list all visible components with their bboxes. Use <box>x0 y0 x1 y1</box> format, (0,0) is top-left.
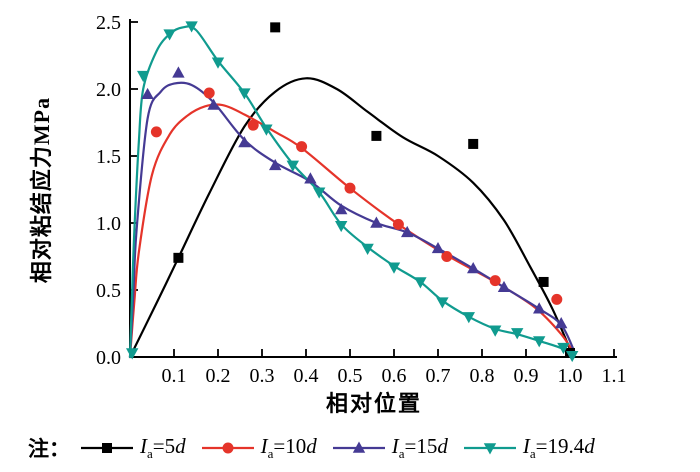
legend-item-3: Ia=15d <box>332 434 448 462</box>
triangle-down-marker <box>211 57 225 69</box>
x-tick-label: 0.7 <box>426 365 451 387</box>
circle-marker <box>296 141 308 153</box>
square-marker <box>102 443 112 453</box>
legend-label-1: Ia=5d <box>140 433 186 462</box>
square-marker <box>270 22 281 33</box>
triangle-up-marker <box>335 203 348 215</box>
legend: 注： Ia=5d Ia=10d Ia=15d Ia=19.4d <box>28 430 696 466</box>
legend-label-4: Ia=19.4d <box>522 433 595 462</box>
circle-marker <box>441 251 453 262</box>
circle-marker <box>392 218 404 230</box>
x-tick-label: 1.0 <box>558 365 583 387</box>
triangle-down-marker <box>387 262 401 274</box>
triangle-up-marker <box>533 302 546 314</box>
circle-marker <box>344 182 356 194</box>
triangle-down-marker <box>238 88 251 100</box>
triangle-up-marker <box>269 158 282 171</box>
triangle-down-marker <box>511 328 524 340</box>
triangle-down-marker <box>313 187 326 199</box>
legend-item-4: Ia=19.4d <box>463 434 595 462</box>
x-tick-label: 1.1 <box>602 365 627 387</box>
triangle-up-marker <box>207 98 220 110</box>
circle-marker <box>551 293 563 305</box>
x-tick-label: 0.6 <box>382 365 407 387</box>
triangle-down-marker <box>557 342 570 355</box>
legend-sample-square <box>81 443 133 453</box>
triangle-down-marker <box>436 297 449 309</box>
y-tick-label: 2.5 <box>96 12 121 34</box>
curve-series-2 <box>128 103 576 359</box>
circle-marker <box>203 87 215 99</box>
triangle-down-marker <box>163 29 176 41</box>
x-tick-label: 0.5 <box>338 365 363 387</box>
legend-item-1: Ia=5d <box>80 434 186 462</box>
legend-sample-circle <box>201 442 254 454</box>
triangle-down-marker <box>462 312 475 324</box>
y-tick-label: 2.0 <box>96 79 121 101</box>
legend-label-2: Ia=10d <box>260 433 317 462</box>
circle-marker <box>489 275 501 287</box>
triangle-up-marker <box>431 241 445 254</box>
triangle-down-marker <box>533 336 546 348</box>
x-tick-label: 0.2 <box>206 365 231 387</box>
triangle-down-marker <box>483 443 497 455</box>
circle-marker <box>247 119 259 131</box>
triangle-down-marker <box>185 21 198 33</box>
square-marker <box>538 276 549 287</box>
legend-sample-triangle-down <box>463 443 516 455</box>
triangle-down-marker <box>335 220 348 233</box>
curve-series-1 <box>128 77 574 359</box>
legend-items: Ia=5d Ia=10d Ia=15d Ia=19.4d <box>80 434 595 462</box>
triangle-down-marker <box>414 277 427 289</box>
x-tick-label: 0.3 <box>250 365 275 387</box>
triangle-up-marker <box>238 136 251 148</box>
legend-label-3: Ia=15d <box>391 433 448 462</box>
square-marker <box>468 138 479 149</box>
y-tick-label: 0.5 <box>96 280 121 302</box>
y-axis-title: 相对粘结应力MPa <box>29 96 54 284</box>
circle-marker <box>222 442 234 454</box>
y-tick-label: 1.0 <box>96 213 121 235</box>
triangle-down-marker <box>126 348 139 360</box>
legend-item-2: Ia=10d <box>201 434 317 462</box>
legend-sample-triangle-up <box>332 441 385 453</box>
y-tick-label: 0.0 <box>96 347 121 369</box>
triangle-up-marker <box>497 280 511 293</box>
triangle-up-marker <box>352 441 365 453</box>
triangle-up-marker <box>555 317 568 329</box>
triangle-up-marker <box>304 172 317 184</box>
triangle-down-marker <box>489 325 502 337</box>
triangle-down-marker <box>137 70 150 83</box>
square-marker <box>371 130 382 141</box>
triangle-up-marker <box>172 66 185 78</box>
markers-series-4 <box>126 21 579 363</box>
triangle-down-marker <box>566 350 579 363</box>
x-tick-label: 0.9 <box>514 365 539 387</box>
x-tick-label: 0.4 <box>294 365 319 387</box>
x-axis-title: 相对位置 <box>325 391 423 416</box>
triangle-down-marker <box>286 160 299 172</box>
markers-series-2 <box>150 87 563 305</box>
square-marker <box>173 252 184 263</box>
markers-series-3 <box>141 66 568 329</box>
y-tick-label: 1.5 <box>96 146 121 168</box>
triangle-down-marker <box>361 243 374 255</box>
triangle-up-marker <box>370 216 383 228</box>
circle-marker <box>150 126 162 138</box>
triangle-up-marker <box>141 87 154 100</box>
x-tick-label: 0.1 <box>162 365 187 387</box>
triangle-up-marker <box>401 225 414 238</box>
legend-note-label: 注： <box>28 437 70 461</box>
markers-series-1 <box>173 22 575 358</box>
triangle-down-marker <box>260 124 273 136</box>
x-tick-label: 0.8 <box>470 365 495 387</box>
triangle-up-marker <box>467 262 480 274</box>
